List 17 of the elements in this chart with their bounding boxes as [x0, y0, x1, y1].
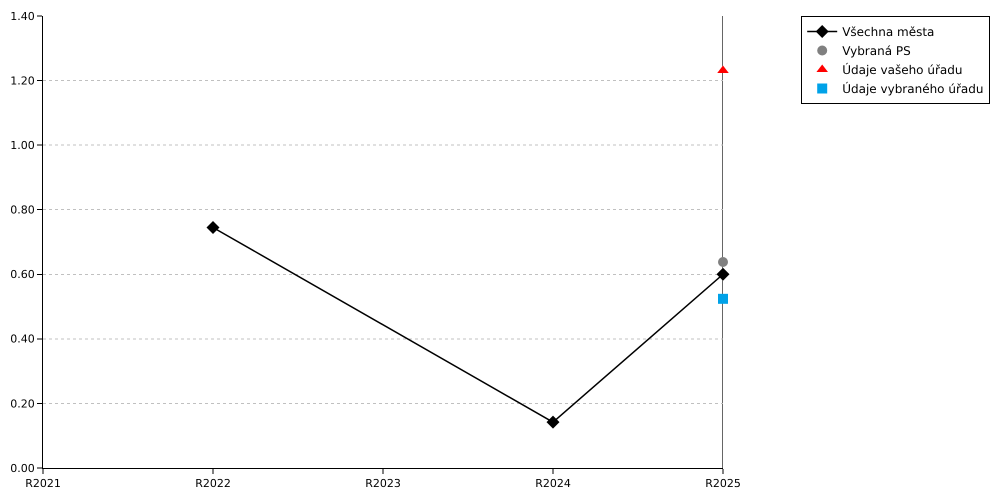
y-tick-label: 1.20: [10, 74, 35, 88]
legend-label: Vybraná PS: [842, 44, 911, 58]
legend-label: Údaje vybraného úřadu: [842, 81, 984, 96]
y-tick-label: 0.40: [10, 332, 35, 346]
y-tick-label: 1.00: [10, 138, 35, 152]
x-tick-label: R2025: [705, 477, 741, 490]
y-tick-label: 0.80: [10, 204, 35, 217]
y-tick-label: 1.40: [10, 10, 35, 23]
y-tick-label: 0.60: [10, 268, 35, 282]
y-tick-label: 0.20: [10, 397, 35, 410]
legend-label: Údaje vašeho úřadu: [842, 62, 962, 78]
y-tick-label: 0.00: [10, 462, 35, 475]
legend-label: Všechna města: [842, 25, 934, 40]
x-tick-label: R2021: [25, 477, 61, 490]
x-tick-label: R2023: [365, 477, 401, 490]
x-tick-label: R2024: [535, 477, 571, 490]
x-tick-label: R2022: [195, 477, 231, 490]
